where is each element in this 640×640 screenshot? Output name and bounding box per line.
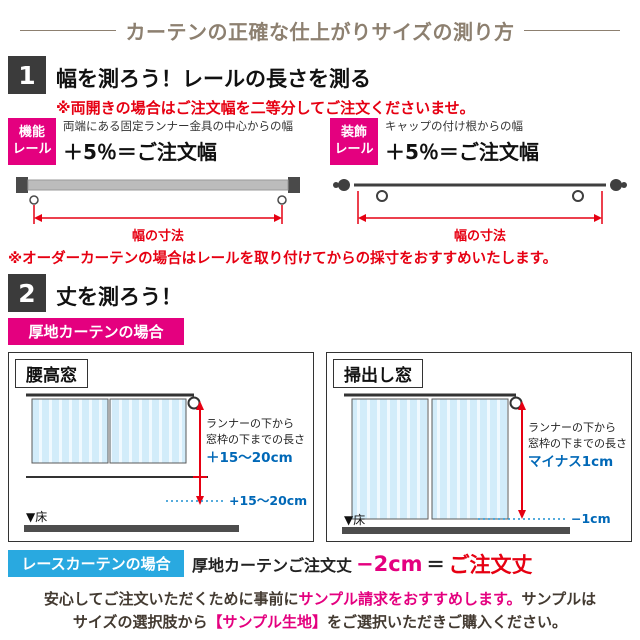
decorative-width-caption: 幅の寸法 bbox=[454, 228, 506, 244]
finial-left-tip-icon bbox=[333, 182, 339, 188]
functional-rail-texts: 両端にある固定ランナー金具の中心からの幅 ＋5％＝ご注文幅 bbox=[63, 118, 293, 165]
rail-bar bbox=[27, 179, 289, 191]
waist-high-window-box: 腰高窓 ランナーの下から 窓枠の下までの長さ ＋15〜20cm +15〜20cm… bbox=[8, 352, 314, 542]
decorative-rail-head: 装飾 レール キャップの付け根からの幅 ＋5％＝ご注文幅 bbox=[330, 118, 636, 165]
waist-high-window-diagram: ランナーの下から 窓枠の下までの長さ ＋15〜20cm +15〜20cm ▼床 bbox=[24, 393, 307, 532]
decorative-rail-label-line2: レール bbox=[334, 141, 374, 157]
decorative-rail-texts: キャップの付け根からの幅 ＋5％＝ご注文幅 bbox=[385, 118, 539, 165]
floor-label: ▼床 bbox=[26, 510, 47, 524]
functional-rail-diagram: 幅の寸法 bbox=[16, 177, 300, 244]
measure-highlight: マイナス1cm bbox=[528, 454, 613, 470]
curtain-panel-right bbox=[431, 398, 509, 520]
measure-desc-line2: 窓枠の下までの長さ bbox=[206, 432, 305, 446]
measure-highlight: ＋15〜20cm bbox=[206, 450, 293, 466]
section1-note-bottom: ※オーダーカーテンの場合はレールを取り付けてからの採寸をおすすめいたします。 bbox=[8, 251, 558, 267]
section2-number: 2 bbox=[8, 274, 46, 312]
runner-left-icon bbox=[29, 195, 39, 205]
arrow-head-bottom-icon bbox=[518, 510, 526, 519]
arrow-head-top-icon bbox=[196, 401, 204, 410]
measure-desc-line1: ランナーの下から bbox=[206, 417, 294, 430]
measure-desc-line2: 窓枠の下までの長さ bbox=[528, 436, 627, 450]
floor-level-window-diagram: ランナーの下から 窓枠の下までの長さ マイナス1cm −1cm ▼床 bbox=[342, 393, 627, 534]
footer-line1-tail: サンプルは bbox=[521, 590, 597, 608]
footer-note: 安心してご注文いただくために事前にサンプル請求をおすすめします。サンプルは サイ… bbox=[0, 588, 640, 633]
functional-rail-head: 機能 レール 両端にある固定ランナー金具の中心からの幅 ＋5％＝ご注文幅 bbox=[8, 118, 314, 165]
thick-curtain-banner: 厚地カーテンの場合 bbox=[8, 318, 184, 345]
floor-label: ▼床 bbox=[344, 513, 365, 527]
ring-left-icon bbox=[376, 190, 388, 202]
curtain-panel-left bbox=[31, 398, 109, 464]
section1-note-top: ※両開きの場合はご注文幅を二等分してご注文くださいませ。 bbox=[56, 99, 475, 117]
floor-level-window-box: 掃出し窓 ランナーの下から 窓枠の下までの長さ マイナス1cm −1cm ▼床 bbox=[326, 352, 632, 542]
footer-line1: 安心してご注文いただくために事前にサンプル請求をおすすめします。サンプルは bbox=[0, 588, 640, 611]
arrow-head-right-icon bbox=[594, 214, 602, 222]
footer-line1-normal: 安心してご注文いただくために事前に bbox=[43, 590, 299, 608]
header-line-right bbox=[524, 30, 621, 31]
functional-rail-formula: ＋5％＝ご注文幅 bbox=[63, 140, 217, 164]
functional-rail-label-line1: 機能 bbox=[18, 125, 45, 141]
finial-right-tip-icon bbox=[621, 182, 627, 188]
section1-number: 1 bbox=[8, 56, 46, 94]
ring-right-icon bbox=[572, 190, 584, 202]
decorative-rail-formula: ＋5％＝ご注文幅 bbox=[385, 140, 539, 164]
waist-high-window-title: 腰高窓 bbox=[15, 359, 88, 388]
arrow-head-top-icon bbox=[518, 401, 526, 410]
finial-right-icon bbox=[610, 179, 622, 191]
arrow-head-bottom-icon bbox=[196, 496, 204, 505]
header-line-left bbox=[19, 30, 116, 31]
section1-title: 幅を測ろう！レールの長さを測る bbox=[56, 67, 371, 91]
curtain-panel-left bbox=[351, 398, 429, 520]
functional-width-caption: 幅の寸法 bbox=[132, 228, 184, 244]
functional-rail-block: 機能 レール 両端にある固定ランナー金具の中心からの幅 ＋5％＝ご注文幅 幅の寸… bbox=[8, 118, 314, 249]
section2-title: 丈を測ろう！ bbox=[56, 285, 182, 309]
rail-end-cap-left bbox=[16, 177, 28, 193]
floor-level-window-title: 掃出し窓 bbox=[333, 359, 423, 388]
floor-bar bbox=[342, 527, 570, 534]
measure-desc-line1: ランナーの下から bbox=[528, 421, 616, 434]
lace-curtain-banner: レースカーテンの場合 bbox=[8, 550, 184, 577]
footer-line2: サイズの選択肢から【サンプル生地】をご選択いただきご購入ください。 bbox=[0, 611, 640, 634]
footer-line2-highlight: 【サンプル生地】 bbox=[207, 612, 328, 631]
footer-line2-tail: をご選択いただきご購入ください。 bbox=[327, 612, 568, 631]
footer-line1-highlight: サンプル請求をおすすめします。 bbox=[298, 590, 522, 608]
lace-formula-minus: −2cm bbox=[356, 551, 423, 576]
functional-rail-label: 機能 レール bbox=[8, 118, 56, 165]
decorative-rail-label-line1: 装飾 bbox=[340, 125, 367, 141]
decorative-rail-diagram: 幅の寸法 bbox=[333, 179, 627, 244]
decorative-rail-desc: キャップの付け根からの幅 bbox=[385, 119, 523, 133]
lace-formula-result: ご注文丈 bbox=[448, 552, 533, 577]
arrow-head-left-icon bbox=[34, 214, 42, 222]
functional-rail-desc: 両端にある固定ランナー金具の中心からの幅 bbox=[63, 119, 293, 133]
runner-right-icon bbox=[277, 195, 287, 205]
arrow-head-right-icon bbox=[274, 214, 282, 222]
rail-end-cap-right bbox=[288, 177, 300, 193]
curtain-panel-right bbox=[109, 398, 187, 464]
footer-line2-normal: サイズの選択肢から bbox=[72, 612, 208, 631]
decorative-rail-label: 装飾 レール bbox=[330, 118, 378, 165]
page-title: カーテンの正確な仕上がりサイズの測り方 bbox=[125, 20, 515, 44]
arrow-head-left-icon bbox=[358, 214, 366, 222]
finial-left-icon bbox=[338, 179, 350, 191]
floor-bar bbox=[24, 525, 239, 532]
page-header: カーテンの正確な仕上がりサイズの測り方 bbox=[0, 16, 640, 45]
lace-formula: 厚地カーテンご注文丈 −2cm ＝ ご注文丈 bbox=[192, 550, 533, 577]
lace-formula-equals: ＝ bbox=[426, 554, 445, 576]
arrow-label: −1cm bbox=[571, 511, 611, 526]
arrow-label: +15〜20cm bbox=[229, 493, 307, 508]
lace-formula-base: 厚地カーテンご注文丈 bbox=[192, 555, 353, 575]
decorative-rail-block: 装飾 レール キャップの付け根からの幅 ＋5％＝ご注文幅 幅の寸法 bbox=[330, 118, 636, 249]
functional-rail-label-line2: レール bbox=[12, 141, 52, 157]
